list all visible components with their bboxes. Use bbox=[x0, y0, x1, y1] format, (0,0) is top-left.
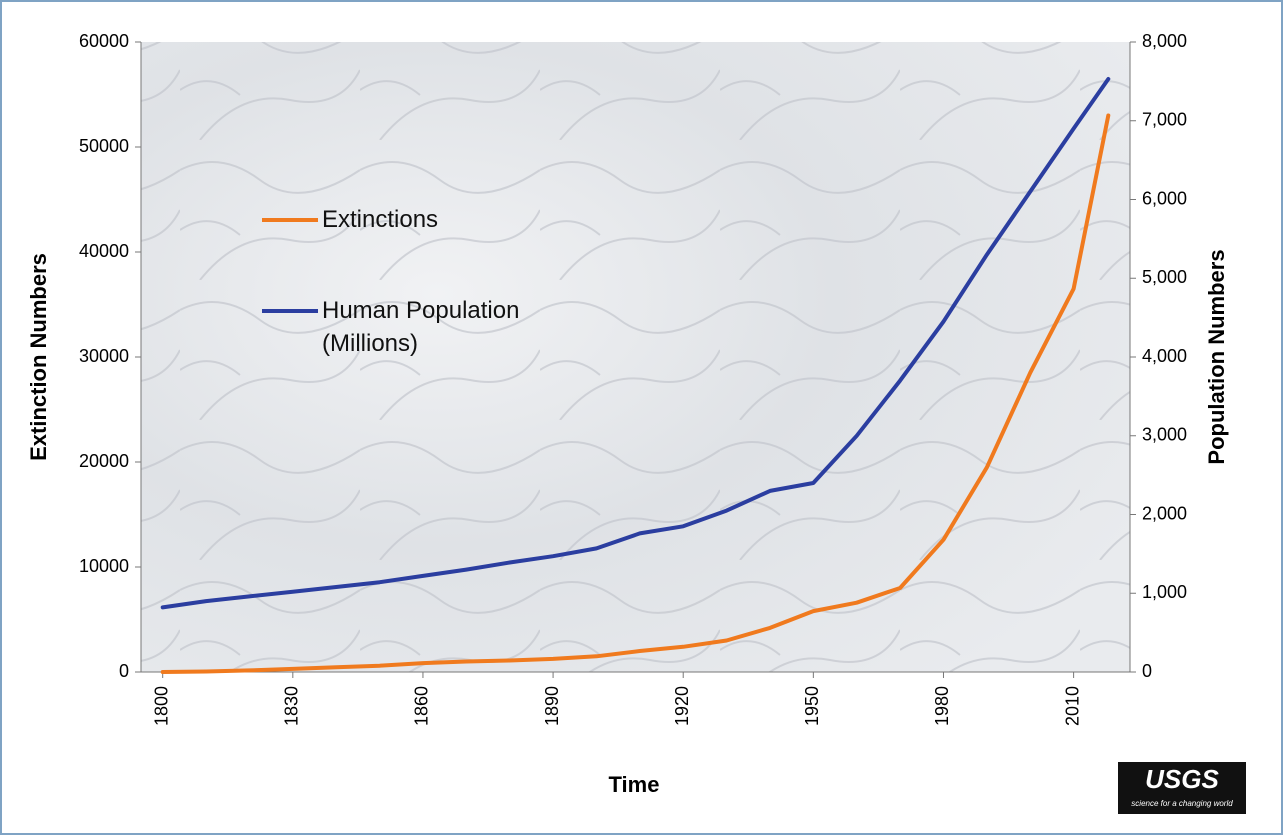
legend-label: Extinctions bbox=[322, 203, 562, 236]
x-tick-label: 1920 bbox=[672, 686, 692, 726]
legend-label: Human Population (Millions) bbox=[322, 294, 562, 360]
y-tick-label: 60000 bbox=[79, 31, 129, 51]
x-tick-label: 1890 bbox=[542, 686, 562, 726]
plot-texture bbox=[141, 42, 1130, 672]
y2-tick-label: 8,000 bbox=[1142, 31, 1187, 51]
y-tick-label: 10000 bbox=[79, 556, 129, 576]
x-tick-label: 2010 bbox=[1062, 686, 1082, 726]
x-tick-label: 1950 bbox=[802, 686, 822, 726]
y-tick-label: 50000 bbox=[79, 136, 129, 156]
y2-tick-label: 1,000 bbox=[1142, 582, 1187, 602]
y2-tick-label: 3,000 bbox=[1142, 425, 1187, 445]
x-tick-label: 1980 bbox=[932, 686, 952, 726]
x-axis-title: Time bbox=[609, 772, 660, 797]
page: Extinction Numbers Population Numbers Ti… bbox=[0, 0, 1283, 835]
y2-tick-label: 2,000 bbox=[1142, 503, 1187, 523]
x-tick-label: 1800 bbox=[151, 686, 171, 726]
y-tick-label: 20000 bbox=[79, 451, 129, 471]
y-tick-label: 40000 bbox=[79, 241, 129, 261]
y2-tick-label: 7,000 bbox=[1142, 110, 1187, 130]
y2-axis-title: Population Numbers bbox=[1204, 249, 1229, 464]
logo-tagline: science for a changing world bbox=[1131, 799, 1233, 808]
y-tick-label: 0 bbox=[119, 661, 129, 681]
y2-tick-label: 0 bbox=[1142, 661, 1152, 681]
chart: Extinction Numbers Population Numbers Ti… bbox=[0, 0, 1283, 835]
y2-tick-label: 5,000 bbox=[1142, 267, 1187, 287]
y-tick-label: 30000 bbox=[79, 346, 129, 366]
logo-text: USGS bbox=[1145, 764, 1219, 794]
x-tick-label: 1860 bbox=[412, 686, 432, 726]
logo: USGS science for a changing world bbox=[1118, 762, 1246, 814]
y2-tick-label: 4,000 bbox=[1142, 346, 1187, 366]
x-tick-label: 1830 bbox=[282, 686, 302, 726]
y2-tick-label: 6,000 bbox=[1142, 188, 1187, 208]
y-axis-title: Extinction Numbers bbox=[26, 253, 51, 461]
